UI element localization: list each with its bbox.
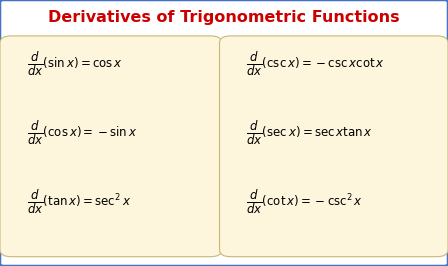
Text: Derivatives of Trigonometric Functions: Derivatives of Trigonometric Functions xyxy=(48,10,400,25)
Text: $\dfrac{d}{dx}(\cot x) = -\csc^2 x$: $\dfrac{d}{dx}(\cot x) = -\csc^2 x$ xyxy=(246,188,363,216)
Text: $\dfrac{d}{dx}(\cos x) = -\sin x$: $\dfrac{d}{dx}(\cos x) = -\sin x$ xyxy=(27,119,137,147)
Text: $\dfrac{d}{dx}(\sin x) = \cos x$: $\dfrac{d}{dx}(\sin x) = \cos x$ xyxy=(27,50,123,78)
Text: $\dfrac{d}{dx}(\sec x) = \sec x\tan x$: $\dfrac{d}{dx}(\sec x) = \sec x\tan x$ xyxy=(246,119,374,147)
FancyBboxPatch shape xyxy=(220,36,448,257)
FancyBboxPatch shape xyxy=(0,36,222,257)
Text: $\dfrac{d}{dx}(\tan x) = \sec^2 x$: $\dfrac{d}{dx}(\tan x) = \sec^2 x$ xyxy=(27,188,131,216)
Text: $\dfrac{d}{dx}(\csc x) = -\csc x\cot x$: $\dfrac{d}{dx}(\csc x) = -\csc x\cot x$ xyxy=(246,50,385,78)
